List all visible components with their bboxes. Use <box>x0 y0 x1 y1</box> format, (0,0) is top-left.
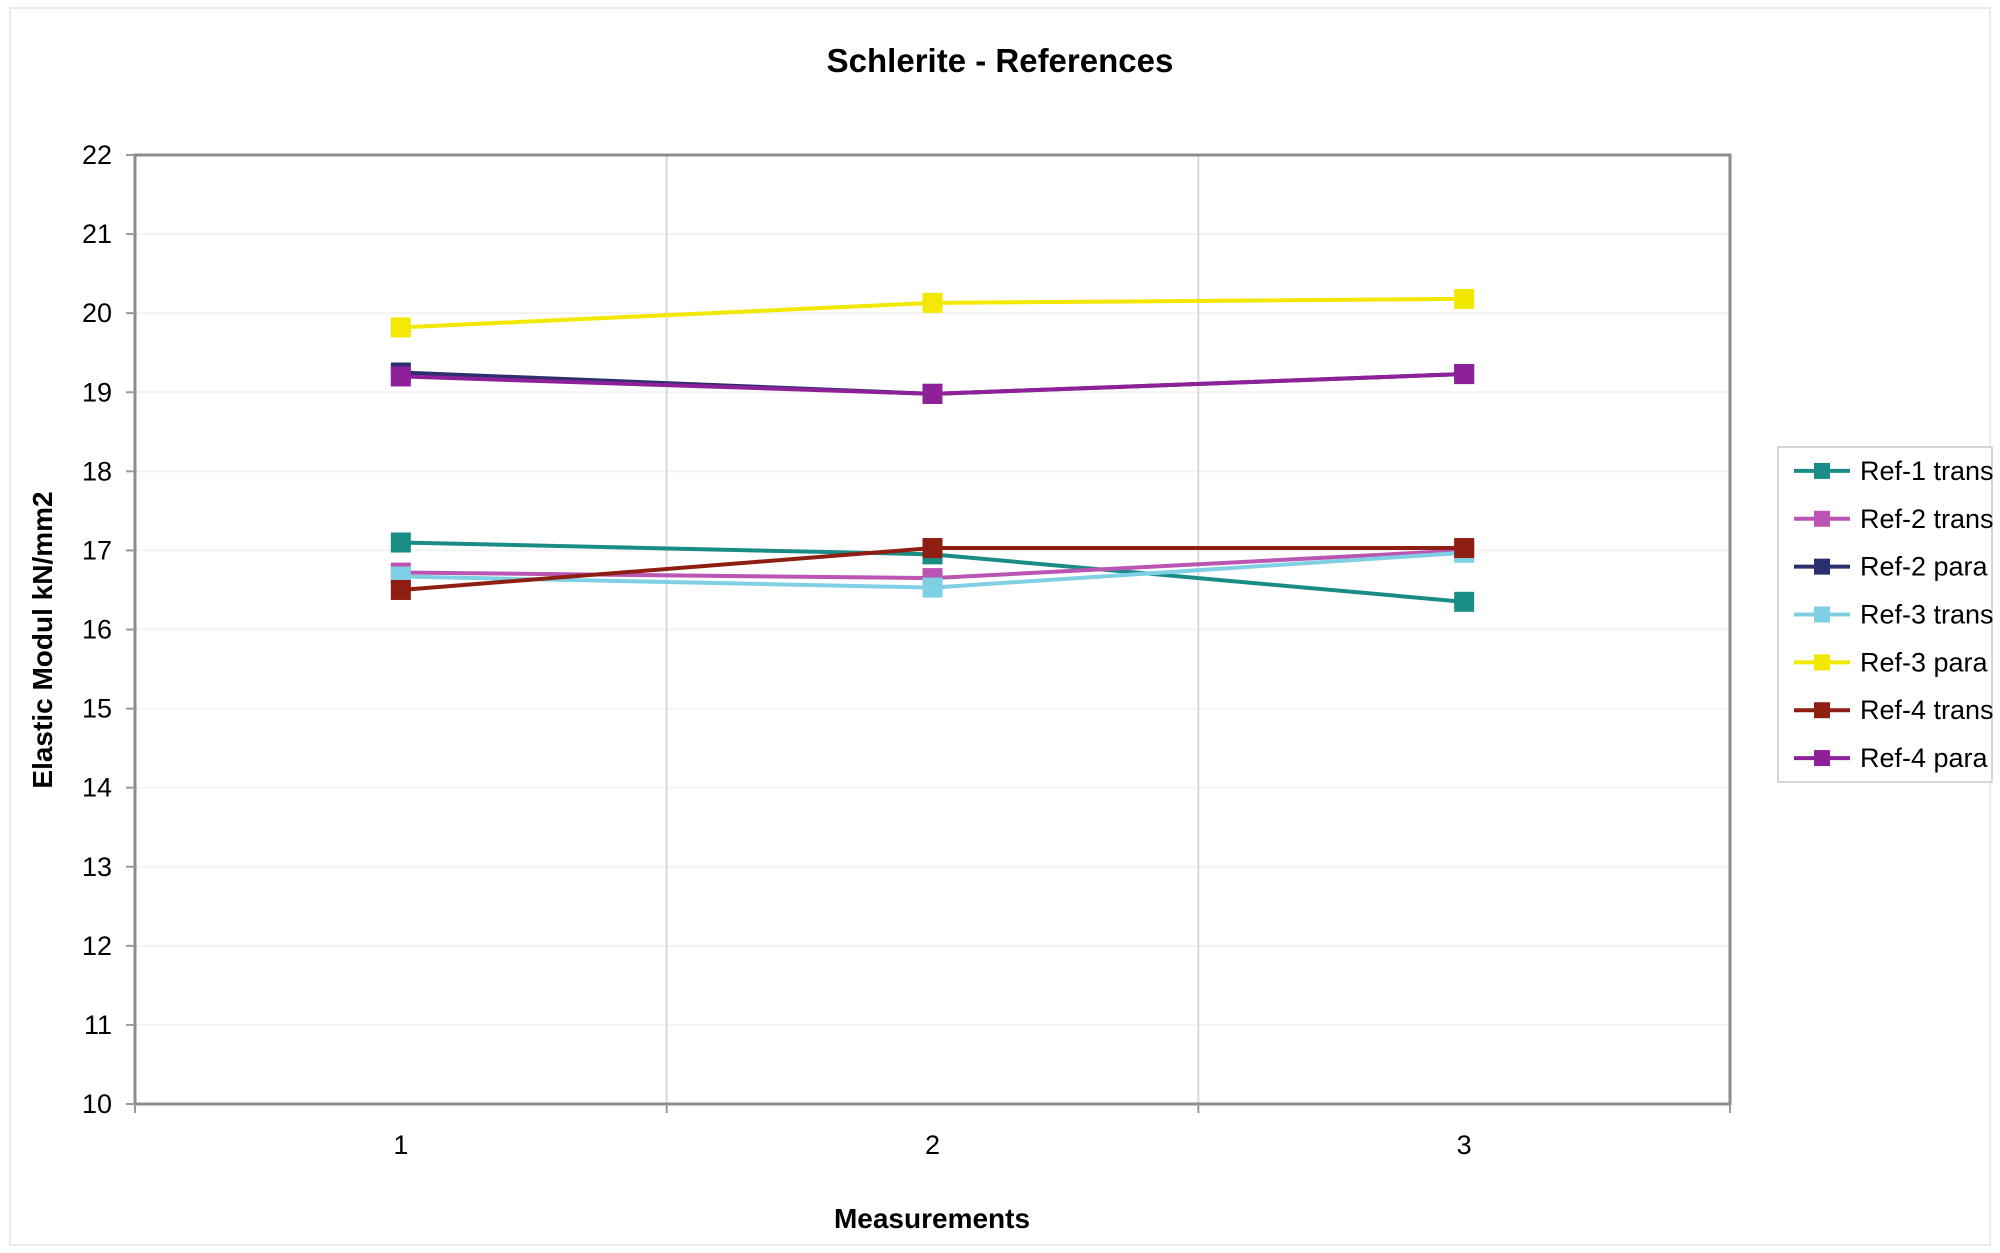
x-tick-label: 1 <box>393 1130 408 1160</box>
y-tick-label: 15 <box>82 694 112 724</box>
series-marker-ref-4-trans <box>390 579 411 600</box>
legend-item-ref-4-para: Ref-4 para <box>1794 743 1989 773</box>
y-tick-label: 20 <box>82 298 112 328</box>
x-tick-label: 3 <box>1457 1130 1472 1160</box>
y-tick-label: 17 <box>82 535 112 565</box>
series-ref-4-trans <box>390 538 1475 600</box>
y-tick-label: 12 <box>82 931 112 961</box>
y-axis-title: Elastic Modul kN/mm2 <box>27 491 58 788</box>
axes-layer <box>126 153 1732 1113</box>
series-marker-ref-4-para <box>922 383 943 404</box>
y-tick-label: 18 <box>82 456 112 486</box>
legend-marker-swatch <box>1814 558 1830 575</box>
legend-marker-swatch <box>1814 462 1830 479</box>
y-tick-label: 22 <box>82 140 112 170</box>
chart-title: Schlerite - References <box>827 42 1174 79</box>
series-marker-ref-3-para <box>390 317 411 338</box>
series-marker-ref-4-trans <box>922 538 943 559</box>
series-marker-ref-3-trans <box>922 577 943 598</box>
legend-marker-swatch <box>1814 702 1830 719</box>
series-marker-ref-3-para <box>1454 288 1475 309</box>
legend-label: Ref-3 para <box>1860 647 1989 677</box>
y-tick-label: 16 <box>82 615 112 645</box>
legend-item-ref-1-trans: Ref-1 trans <box>1794 456 1994 486</box>
legend-layer: Ref-1 trans Ref-2 trans Ref-2 para Ref-3 tr… <box>1777 446 1994 783</box>
legend-item-ref-4-trans: Ref-4 trans <box>1794 695 1994 725</box>
legend-label: Ref-3 trans <box>1860 600 1994 630</box>
legend-label: Ref-1 trans <box>1860 456 1994 486</box>
legend-item-ref-3-para: Ref-3 para <box>1794 647 1989 677</box>
y-tick-label: 21 <box>82 219 112 249</box>
y-tick-label: 19 <box>82 377 112 407</box>
legend-label: Ref-4 para <box>1860 743 1989 773</box>
series-marker-ref-1-trans <box>390 532 411 553</box>
series-layer <box>390 288 1475 612</box>
legend-label: Ref-2 para <box>1860 552 1989 582</box>
y-tick-label: 14 <box>82 773 112 803</box>
legend-marker-swatch <box>1814 510 1830 527</box>
y-tick-label: 11 <box>84 1010 112 1040</box>
legend-item-ref-3-trans: Ref-3 trans <box>1794 600 1994 630</box>
y-tick-label: 10 <box>82 1089 112 1119</box>
legend-marker-swatch <box>1814 606 1830 623</box>
x-tick-label: 2 <box>925 1130 940 1160</box>
legend-label: Ref-4 trans <box>1860 695 1994 725</box>
x-axis-title: Measurements <box>834 1203 1030 1234</box>
series-ref-3-para <box>390 288 1475 338</box>
figure-border <box>9 7 1991 1246</box>
series-marker-ref-1-trans <box>1454 591 1475 612</box>
series-marker-ref-4-para <box>390 366 411 387</box>
legend-label: Ref-2 trans <box>1860 504 1994 534</box>
legend-item-ref-2-para: Ref-2 para <box>1794 552 1989 582</box>
y-tick-label: 13 <box>82 852 112 882</box>
series-marker-ref-4-trans <box>1454 538 1475 559</box>
series-ref-4-para <box>390 364 1475 404</box>
legend-marker-swatch <box>1814 654 1830 671</box>
legend-marker-swatch <box>1814 750 1830 767</box>
series-marker-ref-3-para <box>922 292 943 313</box>
series-marker-ref-4-para <box>1454 364 1475 385</box>
legend-item-ref-2-trans: Ref-2 trans <box>1794 504 1994 534</box>
